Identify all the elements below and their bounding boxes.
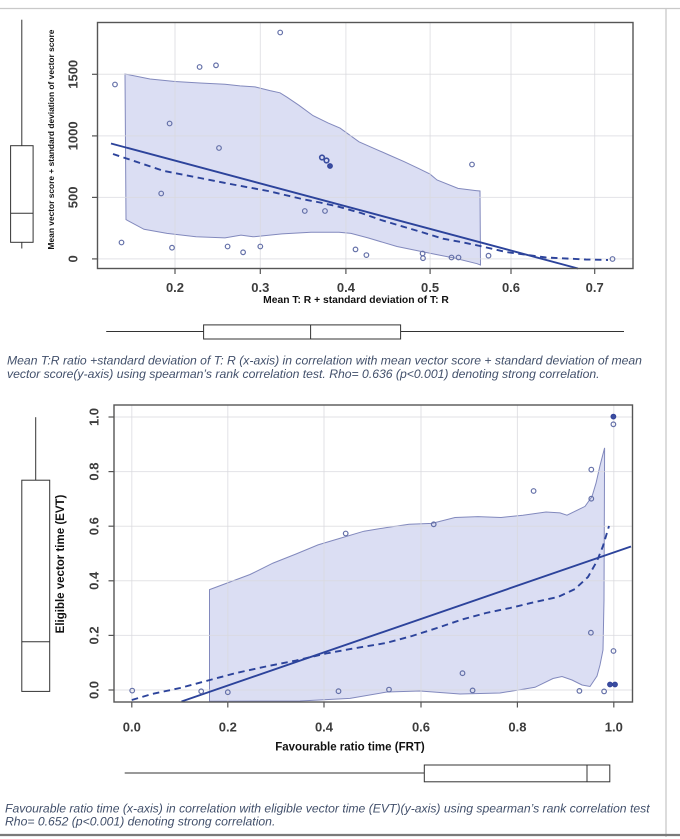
svg-text:0.0: 0.0	[86, 681, 101, 699]
svg-text:0.4: 0.4	[315, 720, 334, 735]
svg-text:Mean vector score + standard d: Mean vector score + standard deviation o…	[46, 29, 56, 249]
svg-text:Favourable ratio time (FRT): Favourable ratio time (FRT)	[275, 742, 425, 754]
svg-text:0: 0	[66, 255, 81, 262]
svg-text:0.3: 0.3	[251, 280, 269, 295]
svg-text:Favourable ratio time (x-axis): Favourable ratio time (x-axis) in correl…	[5, 802, 650, 816]
svg-text:0.8: 0.8	[508, 720, 526, 735]
svg-text:0.2: 0.2	[166, 280, 184, 295]
svg-text:500: 500	[66, 187, 81, 209]
svg-text:0.2: 0.2	[219, 720, 237, 735]
svg-text:0.7: 0.7	[586, 280, 604, 295]
svg-text:0.6: 0.6	[502, 280, 520, 295]
svg-text:0.8: 0.8	[86, 463, 101, 481]
svg-text:0.6: 0.6	[412, 720, 430, 735]
svg-text:1.0: 1.0	[605, 720, 623, 735]
svg-text:0.5: 0.5	[421, 280, 439, 295]
svg-text:Mean T: R + standard deviation: Mean T: R + standard deviation of T: R	[263, 295, 449, 306]
svg-text:0.2: 0.2	[86, 626, 101, 644]
svg-text:Eligible vector time (EVT): Eligible vector time (EVT)	[55, 494, 67, 633]
svg-text:0.4: 0.4	[337, 280, 356, 295]
svg-text:1000: 1000	[66, 121, 81, 150]
svg-text:Mean T:R ratio +standard devia: Mean T:R ratio +standard deviation of T:…	[7, 354, 642, 368]
svg-text:0.4: 0.4	[86, 571, 101, 590]
svg-text:1.0: 1.0	[86, 408, 101, 426]
svg-text:1500: 1500	[66, 60, 81, 89]
svg-text:vector score(y-axis) using spe: vector score(y-axis) using spearman’s ra…	[7, 367, 600, 381]
svg-text:0.6: 0.6	[86, 517, 101, 535]
svg-text:Rho= 0.652 (p<0.001) denoting: Rho= 0.652 (p<0.001) denoting strong cor…	[5, 815, 275, 829]
svg-text:0.0: 0.0	[123, 720, 141, 735]
